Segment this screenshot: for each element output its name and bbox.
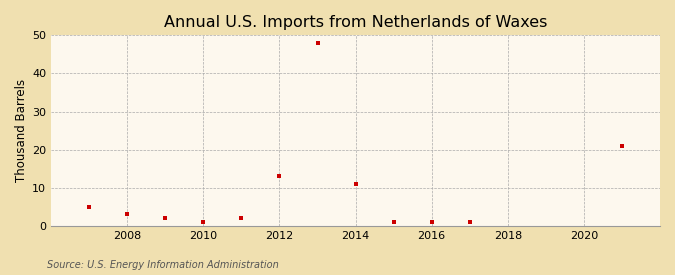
Point [236,216,247,221]
Y-axis label: Thousand Barrels: Thousand Barrels [15,79,28,182]
Point [616,144,627,148]
Point [122,212,133,217]
Title: Annual U.S. Imports from Netherlands of Waxes: Annual U.S. Imports from Netherlands of … [164,15,547,30]
Point [464,220,475,224]
Point [274,174,285,178]
Text: Source: U.S. Energy Information Administration: Source: U.S. Energy Information Administ… [47,260,279,270]
Point [427,220,437,224]
Point [198,220,209,224]
Point [350,182,361,186]
Point [84,205,95,209]
Point [388,220,399,224]
Point [312,41,323,45]
Point [160,216,171,221]
